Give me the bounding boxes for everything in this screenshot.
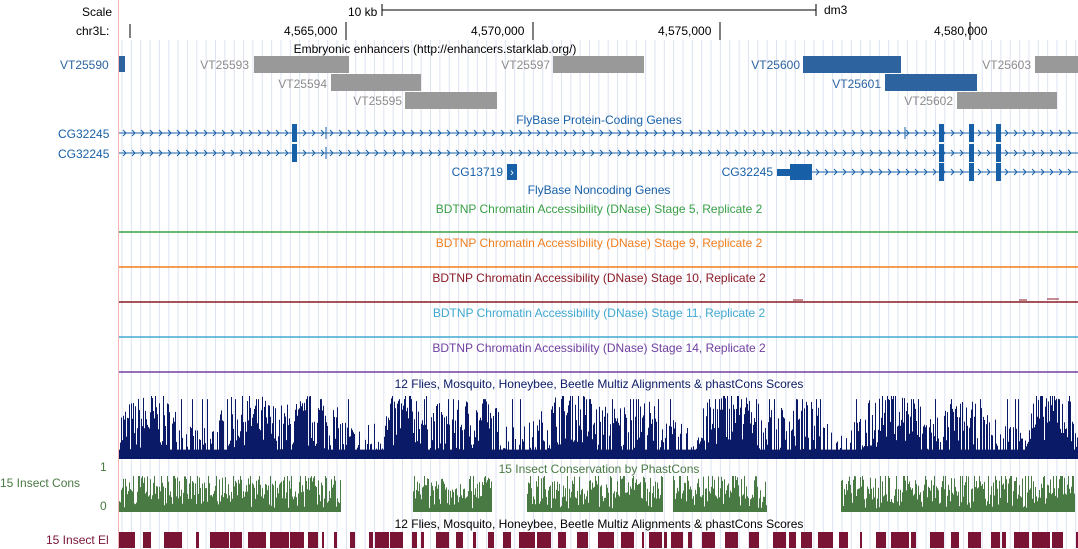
scale-text: 10 kb <box>348 5 378 19</box>
track-separator <box>118 0 119 549</box>
enhancer-vt25593[interactable] <box>254 56 349 73</box>
track-canvas[interactable]: 10 kb dm3 4,565,000 4,570,000 4,575,000 … <box>119 0 1078 549</box>
tick-label-3: 4,575,000 <box>658 24 712 38</box>
phastcons-signal <box>119 476 1078 512</box>
dnase-stage9-track[interactable]: BDTNP Chromatin Accessibility (DNase) St… <box>119 236 1078 268</box>
noncoding-gene-cg13719-label[interactable]: CG13719 <box>452 165 504 179</box>
chevron-right-icon: › <box>510 167 514 179</box>
enhancer-vt25603[interactable] <box>1035 56 1078 73</box>
noncoding-gene-cg32245-utr[interactable] <box>777 169 791 176</box>
enhancer-vt25600[interactable] <box>803 56 901 73</box>
grid-lines <box>121 40 1077 549</box>
scale-label: Scale <box>82 5 113 19</box>
gene-row-2[interactable] <box>119 144 1078 162</box>
enhancer-vt25603-label[interactable]: VT25603 <box>982 58 1031 72</box>
assembly-label: dm3 <box>824 3 848 17</box>
dnase-stage11-title: BDTNP Chromatin Accessibility (DNase) St… <box>433 306 766 320</box>
noncoding-gene-cg32245[interactable] <box>790 164 812 180</box>
enhancer-vt25590[interactable] <box>119 56 125 72</box>
elements-track[interactable]: 12 Flies, Mosquito, Honeybee, Beetle Mul… <box>119 517 1078 548</box>
dnase-stage14-track[interactable]: BDTNP Chromatin Accessibility (DNase) St… <box>119 341 1078 373</box>
dnase-stage9-title: BDTNP Chromatin Accessibility (DNase) St… <box>436 236 763 250</box>
gene-row-1-label[interactable]: CG32245 <box>58 127 110 141</box>
dnase-stage10-title: BDTNP Chromatin Accessibility (DNase) St… <box>432 271 766 285</box>
enhancers-track-title: Embryonic enhancers (http://enhancers.st… <box>294 42 577 56</box>
enhancer-vt25594-label[interactable]: VT25594 <box>278 77 327 91</box>
noncoding-genes-title: FlyBase Noncoding Genes <box>528 183 671 197</box>
noncoding-genes-track[interactable]: CG13719 › CG32245 FlyBase Noncoding Gene… <box>452 163 1078 197</box>
elements-signal <box>119 532 1078 548</box>
phastcons-track[interactable]: 15 Insect Conservation by PhastCons <box>119 462 1078 512</box>
phastcons-track-title: 15 Insect Conservation by PhastCons <box>499 462 700 476</box>
noncoding-gene-cg32245-intron <box>812 163 1078 181</box>
multiz-signal <box>119 396 1078 459</box>
dnase-stage5-track[interactable]: BDTNP Chromatin Accessibility (DNase) St… <box>119 202 1078 233</box>
dnase-stage11-track[interactable]: BDTNP Chromatin Accessibility (DNase) St… <box>119 306 1078 338</box>
phastcons-min-label: 0 <box>100 499 107 513</box>
enhancer-vt25593-label[interactable]: VT25593 <box>200 58 249 72</box>
gene-row-1[interactable] <box>119 124 1078 142</box>
enhancer-vt25595-label[interactable]: VT25595 <box>353 94 402 108</box>
enhancer-vt25601-label[interactable]: VT25601 <box>832 77 881 91</box>
ruler: 10 kb dm3 4,565,000 4,570,000 4,575,000 … <box>129 3 988 40</box>
protein-coding-genes-title: FlyBase Protein-Coding Genes <box>516 113 681 127</box>
enhancer-vt25590-label[interactable]: VT25590 <box>60 58 109 72</box>
dnase-stage5-title: BDTNP Chromatin Accessibility (DNase) St… <box>436 202 763 216</box>
multiz-track-title: 12 Flies, Mosquito, Honeybee, Beetle Mul… <box>395 377 804 391</box>
enhancer-vt25597[interactable] <box>553 56 644 73</box>
noncoding-gene-cg32245-label[interactable]: CG32245 <box>722 165 774 179</box>
elements-track-title: 12 Flies, Mosquito, Honeybee, Beetle Mul… <box>395 517 804 531</box>
enhancer-vt25600-label[interactable]: VT25600 <box>751 58 800 72</box>
track-label-column: Scale chr3L: VT25590 CG32245 CG32245 15 … <box>0 0 118 549</box>
tick-label-1: 4,565,000 <box>284 24 338 38</box>
enhancer-vt25602-label[interactable]: VT25602 <box>904 94 953 108</box>
phastcons-track-label[interactable]: 15 Insect Cons <box>0 476 81 490</box>
dnase-stage10-track[interactable]: BDTNP Chromatin Accessibility (DNase) St… <box>119 271 1078 303</box>
tick-label-2: 4,570,000 <box>471 24 525 38</box>
enhancer-vt25595[interactable] <box>405 92 497 109</box>
enhancer-vt25601[interactable] <box>885 74 977 91</box>
tick-label-4: 4,580,000 <box>934 24 988 38</box>
phastcons-max-label: 1 <box>100 460 107 474</box>
enhancer-vt25597-label[interactable]: VT25597 <box>501 58 550 72</box>
multiz-track[interactable]: 12 Flies, Mosquito, Honeybee, Beetle Mul… <box>119 377 1078 459</box>
enhancer-vt25602[interactable] <box>957 92 1057 109</box>
enhancers-track[interactable]: Embryonic enhancers (http://enhancers.st… <box>119 42 1078 109</box>
elements-track-label[interactable]: 15 Insect El <box>46 533 109 547</box>
dnase-stage14-title: BDTNP Chromatin Accessibility (DNase) St… <box>432 341 766 355</box>
noncoding-gene-cg13719[interactable] <box>507 164 517 180</box>
gene-row-2-label[interactable]: CG32245 <box>58 147 110 161</box>
protein-coding-genes-track[interactable]: FlyBase Protein-Coding Genes <box>119 113 1078 162</box>
chrom-label: chr3L: <box>76 24 110 38</box>
enhancer-vt25594[interactable] <box>331 74 421 91</box>
